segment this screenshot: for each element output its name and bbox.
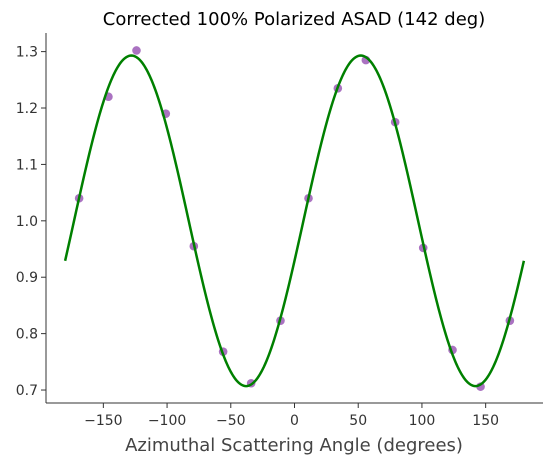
- x-tick-label: 0: [290, 413, 299, 429]
- x-tick-label: −150: [84, 413, 122, 429]
- x-axis-label: Azimuthal Scattering Angle (degrees): [125, 435, 463, 456]
- x-axis-ticks: −150 −100 −50 0 50 100 150: [84, 403, 499, 429]
- fit-curve: [63, 54, 526, 388]
- y-axis-ticks: 0.7 0.8 0.9 1.0 1.1 1.2 1.3: [16, 45, 46, 399]
- x-tick-label: −50: [216, 413, 246, 429]
- plot-area: [63, 46, 526, 391]
- x-tick-label: 100: [409, 413, 436, 429]
- y-tick-label: 0.9: [16, 270, 38, 286]
- x-tick-label: 150: [472, 413, 499, 429]
- y-tick-label: 0.7: [16, 383, 38, 399]
- x-tick-label: −100: [148, 413, 186, 429]
- y-tick-label: 1.3: [16, 45, 38, 61]
- data-point: [132, 46, 141, 55]
- chart-title: Corrected 100% Polarized ASAD (142 deg): [103, 9, 485, 30]
- y-tick-label: 0.8: [16, 327, 38, 343]
- y-tick-label: 1.2: [16, 101, 38, 117]
- y-tick-label: 1.0: [16, 214, 38, 230]
- y-tick-label: 1.1: [16, 157, 38, 173]
- x-tick-label: 50: [349, 413, 367, 429]
